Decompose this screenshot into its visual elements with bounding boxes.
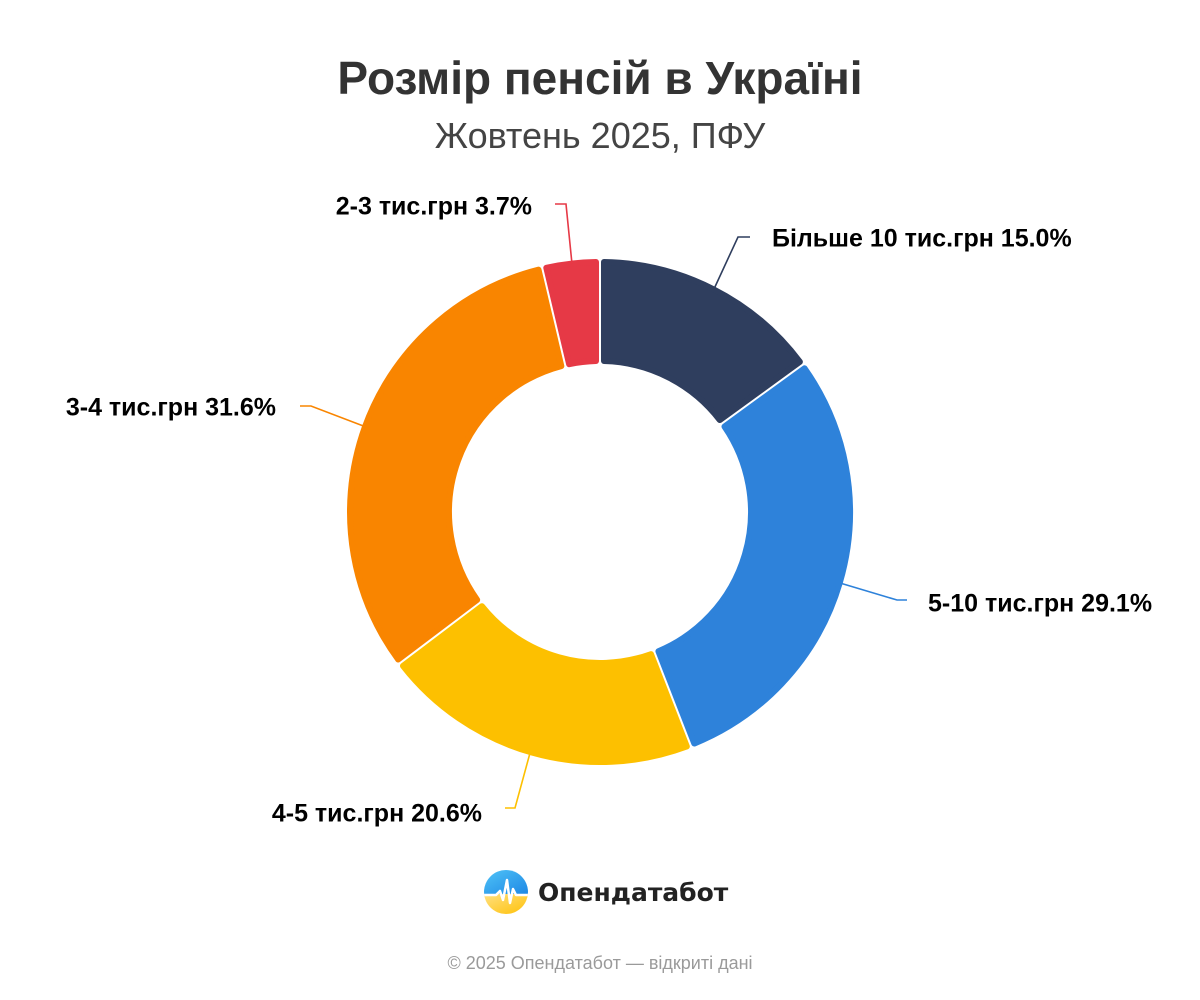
opendatabot-logo-icon [484, 870, 528, 914]
slice-label-2: 5-10 тис.грн 29.1% [928, 590, 1152, 618]
leader-line-4 [300, 405, 367, 428]
brand-name: Опендатабот [538, 877, 729, 907]
slice-label-3: 4-5 тис.грн 20.6% [272, 800, 482, 828]
donut-slice-5 [543, 259, 599, 368]
leader-line-5 [555, 203, 573, 265]
leader-line-3 [505, 752, 531, 809]
chart-subtitle: Жовтень 2025, ПФУ [434, 115, 766, 156]
donut-slice-2 [655, 365, 853, 747]
slice-label-1: Більше 10 тис.грн 15.0% [772, 225, 1072, 253]
slice-label-4: 3-4 тис.грн 31.6% [66, 394, 276, 422]
leader-line-2 [839, 582, 907, 601]
donut-slice-3 [399, 603, 690, 765]
slice-label-5: 2-3 тис.грн 3.7% [336, 193, 532, 221]
chart-title: Розмір пенсій в Україні [337, 52, 863, 104]
donut-slice-4 [347, 266, 565, 663]
brand: Опендатабот [484, 870, 728, 914]
leader-line-1 [713, 236, 750, 290]
donut-slice-1 [601, 259, 803, 424]
footer-copyright: © 2025 Опендатабот — відкриті дані [447, 953, 753, 973]
